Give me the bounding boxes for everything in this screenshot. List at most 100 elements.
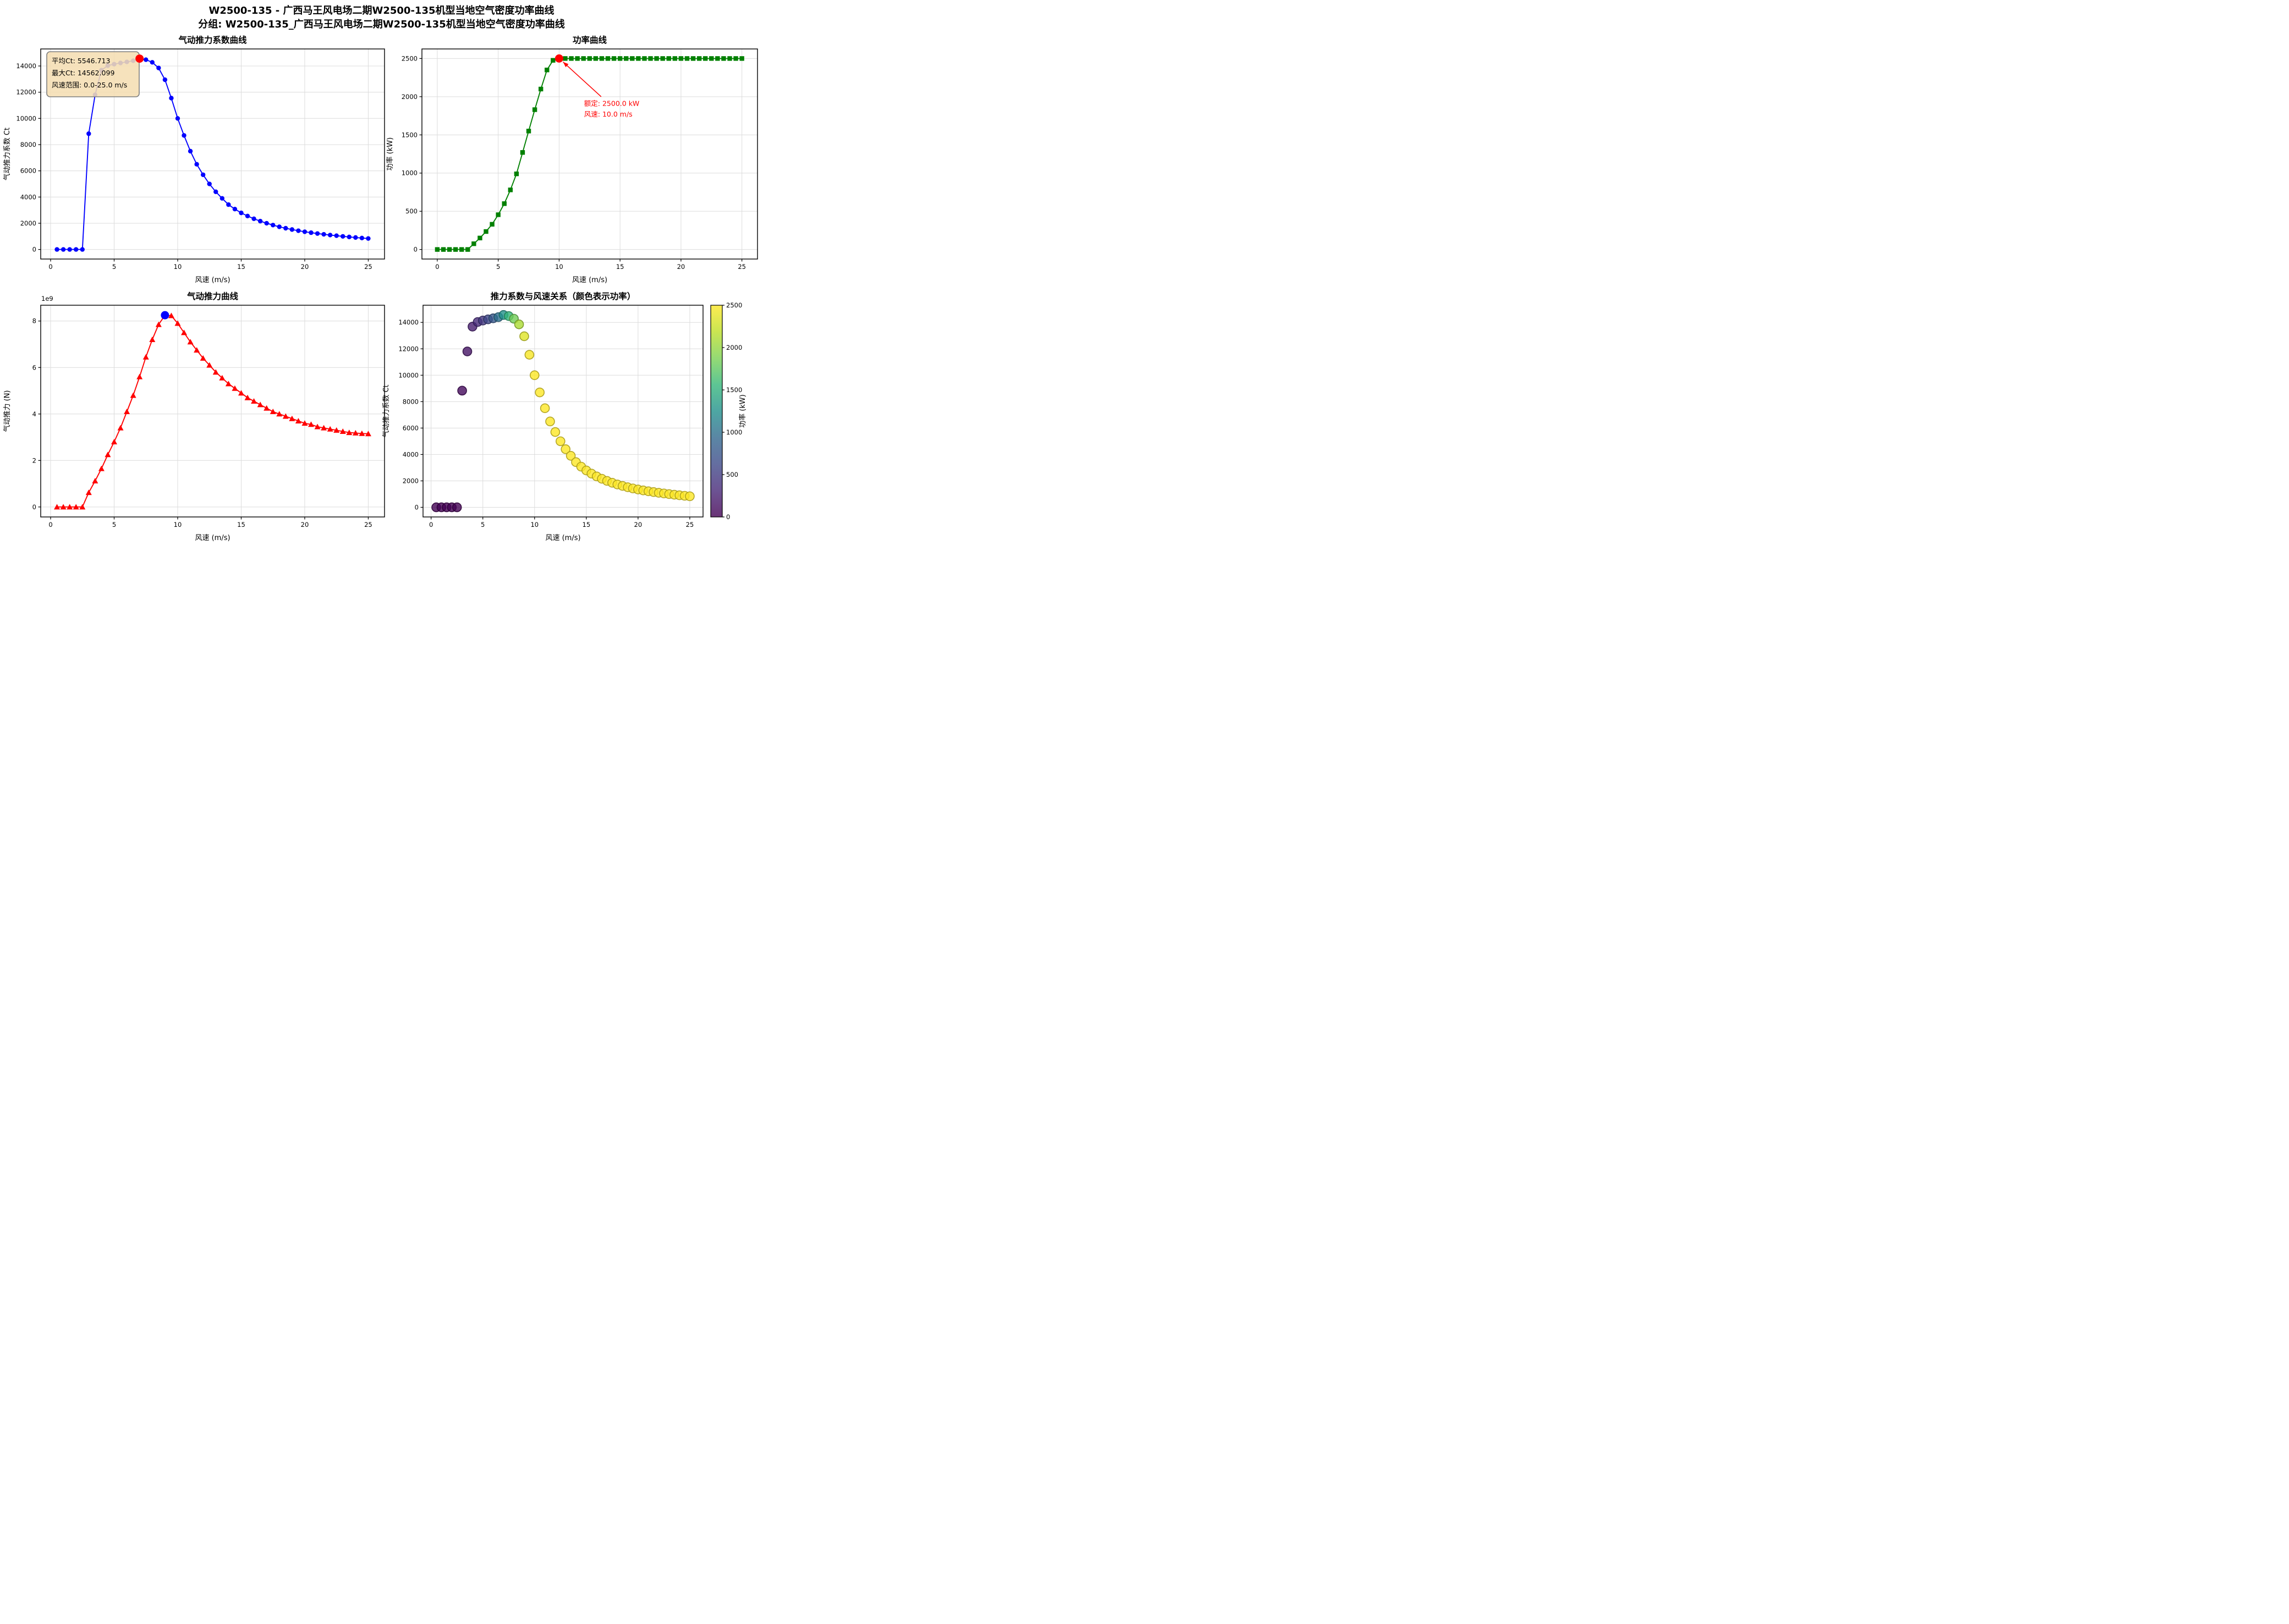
figure: W2500-135 - 广西马王风电场二期W2500-135机型当地空气密度功率… bbox=[0, 0, 763, 541]
ct_curve-xticks: 0 5 10 15 20 25 bbox=[48, 259, 372, 271]
svg-text:1000: 1000 bbox=[726, 428, 742, 436]
svg-text:5: 5 bbox=[112, 263, 116, 271]
svg-text:2500: 2500 bbox=[726, 301, 742, 309]
svg-text:12000: 12000 bbox=[16, 89, 36, 96]
svg-text:2500: 2500 bbox=[402, 54, 418, 62]
svg-text:10: 10 bbox=[530, 521, 539, 529]
svg-text:10: 10 bbox=[174, 263, 182, 271]
svg-text:0: 0 bbox=[48, 521, 52, 529]
svg-text:25: 25 bbox=[686, 521, 694, 529]
svg-text:2: 2 bbox=[32, 456, 36, 464]
svg-text:20: 20 bbox=[301, 263, 309, 271]
svg-text:2000: 2000 bbox=[20, 219, 36, 227]
colorbar-gradient bbox=[710, 305, 723, 518]
svg-text:15: 15 bbox=[616, 263, 624, 271]
svg-text:14000: 14000 bbox=[16, 62, 36, 70]
power_curve-line bbox=[437, 58, 742, 250]
svg-text:6000: 6000 bbox=[20, 167, 36, 175]
svg-text:10000: 10000 bbox=[398, 371, 419, 379]
svg-text:25: 25 bbox=[364, 521, 372, 529]
ct-info-box: 平均Ct: 5546.713 最大Ct: 14562.099 风速范围: 0.0-2… bbox=[46, 51, 140, 97]
svg-text:20: 20 bbox=[634, 521, 643, 529]
thrust_curve-ylabel: 气动推力 (N) bbox=[3, 390, 12, 432]
svg-text:10: 10 bbox=[174, 521, 182, 529]
svg-text:20: 20 bbox=[301, 521, 309, 529]
thrust_curve-series bbox=[54, 311, 371, 510]
ct_curve-grid bbox=[41, 49, 385, 259]
ct_curve-axis: 0 5 10 15 20 25 0 2000 4000 6000 8000 10000 12000 140… bbox=[3, 35, 385, 284]
ct_curve-ylabel: 气动推力系数 Ct bbox=[3, 128, 12, 180]
svg-text:4000: 4000 bbox=[403, 450, 419, 458]
ct_curve-plot: 平均Ct: 5546.713 最大Ct: 14562.099 风速范围: 0.0-2… bbox=[3, 35, 385, 284]
power_curve-grid bbox=[422, 49, 757, 259]
colorbar: 0 500 1000 1500 2000 2500 功率 (kW) bbox=[710, 301, 747, 521]
thrust_curve-xlabel: 风速 (m/s) bbox=[195, 534, 230, 541]
svg-text:平均Ct: 5546.713: 平均Ct: 5546.713 bbox=[52, 57, 110, 65]
svg-text:14000: 14000 bbox=[398, 318, 419, 326]
power_curve-xticks: 0 5 10 15 20 25 bbox=[435, 259, 746, 271]
svg-text:5: 5 bbox=[112, 521, 116, 529]
svg-text:风速: 10.0 m/s: 风速: 10.0 m/s bbox=[584, 110, 633, 118]
power_curve-xlabel: 风速 (m/s) bbox=[572, 276, 607, 284]
svg-text:4: 4 bbox=[32, 410, 36, 418]
power_curve-ylabel: 功率 (kW) bbox=[386, 137, 394, 171]
ct_curve-title: 气动推力系数曲线 bbox=[178, 35, 247, 45]
thrust_curve-line bbox=[57, 315, 369, 508]
colorbar-label: 功率 (kW) bbox=[738, 394, 747, 428]
svg-text:0: 0 bbox=[429, 521, 433, 529]
ct_curve-series: 平均Ct: 5546.713 最大Ct: 14562.099 风速范围: 0.0-2… bbox=[46, 51, 371, 252]
ct_power_scatter-title: 推力系数与风速关系（颜色表示功率） bbox=[491, 291, 636, 301]
power_curve-series: 额定: 2500.0 kW 风速: 10.0 m/s bbox=[435, 54, 744, 252]
power_curve-plot: 额定: 2500.0 kW 风速: 10.0 m/s 0 5 10 15 20 25 0 500 1… bbox=[386, 35, 758, 284]
svg-text:1500: 1500 bbox=[726, 386, 742, 394]
svg-text:0: 0 bbox=[32, 246, 36, 254]
svg-text:2000: 2000 bbox=[726, 344, 742, 351]
svg-text:2000: 2000 bbox=[402, 93, 418, 101]
ct_power_scatter-xticks: 0 5 10 15 20 25 bbox=[429, 517, 694, 529]
ct_curve-yticks: 0 2000 4000 6000 8000 10000 12000 14000 bbox=[16, 62, 41, 254]
svg-text:25: 25 bbox=[364, 263, 372, 271]
svg-text:5: 5 bbox=[496, 263, 500, 271]
thrust_curve-markers bbox=[54, 312, 371, 510]
ct_curve-xlabel: 风速 (m/s) bbox=[195, 276, 230, 284]
thrust-offset-text: 1e9 bbox=[41, 295, 53, 302]
power_curve-title: 功率曲线 bbox=[573, 35, 607, 45]
power-annotation-arrow bbox=[562, 62, 602, 97]
svg-text:12000: 12000 bbox=[398, 345, 419, 353]
svg-text:2000: 2000 bbox=[403, 477, 419, 485]
thrust_curve-grid bbox=[41, 305, 385, 517]
svg-text:8: 8 bbox=[32, 317, 36, 325]
thrust_curve-yticks: 0 2 4 6 8 bbox=[32, 317, 41, 511]
svg-text:15: 15 bbox=[583, 521, 591, 529]
ct_power_scatter-axis: 0 5 10 15 20 25 0 2000 4000 6000 8000 10000 12000 140… bbox=[382, 291, 704, 541]
svg-text:10000: 10000 bbox=[16, 114, 36, 122]
power_curve-yticks: 0 500 1000 1500 2000 2500 bbox=[402, 54, 422, 254]
charts-canvas: 平均Ct: 5546.713 最大Ct: 14562.099 风速范围: 0.0-2… bbox=[3, 35, 758, 541]
ct_power_scatter-xlabel: 风速 (m/s) bbox=[545, 534, 580, 541]
svg-text:0: 0 bbox=[48, 263, 52, 271]
svg-text:15: 15 bbox=[237, 521, 245, 529]
ct_power_scatter-series bbox=[431, 310, 695, 513]
power_curve-markers bbox=[435, 56, 744, 252]
svg-text:额定: 2500.0 kW: 额定: 2500.0 kW bbox=[584, 99, 640, 107]
power-annotation-text: 额定: 2500.0 kW 风速: 10.0 m/s bbox=[584, 99, 640, 118]
svg-text:0: 0 bbox=[414, 246, 418, 254]
svg-text:0: 0 bbox=[726, 513, 730, 521]
svg-text:1000: 1000 bbox=[402, 169, 418, 177]
svg-text:10: 10 bbox=[555, 263, 563, 271]
ct_power_scatter-ylabel: 气动推力系数 Ct bbox=[382, 384, 391, 437]
svg-text:6000: 6000 bbox=[403, 424, 419, 432]
ct_power_scatter-plot: 0 5 10 15 20 25 0 2000 4000 6000 8000 10000 12000 140… bbox=[382, 291, 704, 541]
power-rated-point bbox=[555, 54, 563, 63]
ct_power_scatter-points bbox=[431, 310, 695, 513]
svg-text:0: 0 bbox=[435, 263, 439, 271]
thrust-max-point bbox=[161, 311, 169, 320]
figure-title: W2500-135 - 广西马王风电场二期W2500-135机型当地空气密度功率… bbox=[208, 5, 555, 16]
svg-text:0: 0 bbox=[415, 503, 419, 511]
ct_power_scatter-yticks: 0 2000 4000 6000 8000 10000 12000 14000 bbox=[398, 318, 423, 511]
svg-text:风速范围: 0.0-25.0 m/s: 风速范围: 0.0-25.0 m/s bbox=[52, 81, 127, 89]
svg-text:0: 0 bbox=[32, 503, 36, 511]
